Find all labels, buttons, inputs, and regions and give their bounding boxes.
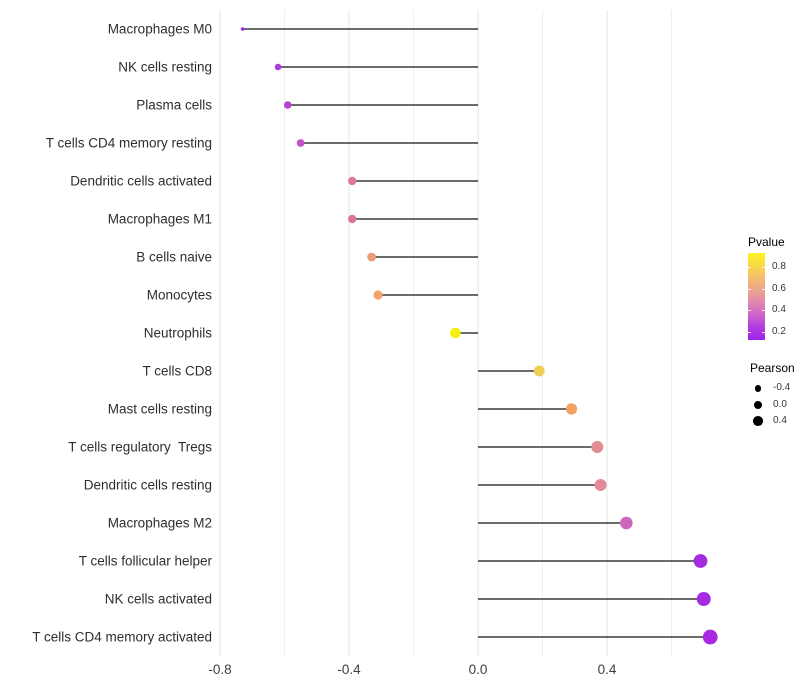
- lollipop-dot: [533, 365, 545, 377]
- lollipop-row: Mast cells resting: [108, 402, 578, 417]
- pearson-key-dot: [754, 384, 762, 392]
- lollipop-dot: [274, 63, 282, 71]
- lollipop-row: T cells regulatory Tregs: [68, 440, 604, 455]
- lollipop-row: Monocytes: [147, 288, 478, 303]
- lollipop-dot: [450, 327, 461, 339]
- pearson-legend-key: 0.4: [750, 413, 800, 430]
- lollipop-dot: [240, 27, 245, 31]
- pearson-legend-keys: -0.4 0.0 0.4: [750, 380, 800, 430]
- lollipop-row: T cells CD4 memory activated: [32, 629, 718, 645]
- lollipop-row: T cells CD8: [142, 364, 545, 379]
- pvalue-legend-title: Pvalue: [748, 235, 785, 249]
- y-axis-label: T cells follicular helper: [79, 554, 213, 569]
- lollipop-row: B cells naive: [136, 250, 478, 265]
- lollipop-dot: [565, 403, 578, 415]
- lollipop-row: Macrophages M1: [108, 212, 478, 227]
- lollipop-dot: [594, 479, 607, 491]
- x-tick-label: -0.4: [337, 662, 361, 677]
- x-tick-label: -0.8: [208, 662, 231, 677]
- lollipop-dot: [591, 441, 604, 453]
- lollipop-dot: [367, 252, 376, 262]
- y-axis-label: T cells CD4 memory resting: [46, 136, 212, 151]
- pearson-key-label: -0.4: [773, 382, 791, 394]
- y-axis-label: T cells regulatory Tregs: [68, 440, 212, 455]
- y-axis-label: Dendritic cells activated: [70, 174, 212, 189]
- colorbar-tick-mark: [762, 288, 765, 290]
- y-axis-label: B cells naive: [136, 250, 212, 265]
- lollipop-dot: [348, 214, 357, 224]
- y-axis-label: Plasma cells: [136, 98, 212, 113]
- lollipop-row: T cells follicular helper: [79, 554, 708, 569]
- pearson-legend-title: Pearson: [750, 361, 795, 375]
- lollipop-dot: [373, 290, 383, 300]
- pvalue-tick-label: 0.2: [772, 325, 786, 337]
- y-axis-label: T cells CD8: [142, 364, 212, 379]
- y-axis-label: T cells CD4 memory activated: [32, 630, 212, 645]
- lollipop-dot: [348, 176, 357, 186]
- lollipop-dot: [693, 554, 708, 568]
- y-axis-label: Mast cells resting: [108, 402, 212, 417]
- y-axis-label: Dendritic cells resting: [84, 478, 212, 493]
- y-axis-label: Macrophages M2: [108, 516, 212, 531]
- pearson-key-dot: [753, 400, 763, 409]
- lollipop-row: Plasma cells: [136, 98, 478, 113]
- lollipop-row: Neutrophils: [144, 326, 478, 341]
- lollipop-dot: [702, 629, 718, 645]
- lollipop-dot: [283, 101, 292, 109]
- pvalue-legend: Pvalue 0.8 0.6 0.4 0.2: [748, 235, 800, 340]
- pvalue-colorbar: [748, 253, 765, 340]
- lollipop-dot: [296, 139, 305, 147]
- pvalue-tick-label: 0.8: [772, 261, 786, 272]
- y-axis-label: NK cells resting: [118, 60, 212, 75]
- y-axis-label: Neutrophils: [144, 326, 213, 341]
- colorbar-tick-mark: [762, 267, 765, 268]
- pearson-legend-key: 0.0: [750, 397, 800, 414]
- lollipop-row: NK cells resting: [118, 60, 478, 75]
- pearson-key-label: 0.0: [773, 398, 787, 410]
- colorbar-tick-mark: [748, 331, 751, 333]
- pvalue-colorbar-wrap: 0.8 0.6 0.4 0.2: [748, 253, 800, 340]
- lollipop-row: NK cells activated: [105, 592, 711, 607]
- pearson-legend-key: -0.4: [750, 380, 800, 397]
- y-axis-label: Macrophages M0: [108, 22, 212, 37]
- colorbar-tick-mark: [748, 267, 751, 268]
- colorbar-tick-mark: [762, 331, 765, 333]
- colorbar-tick-mark: [762, 310, 765, 311]
- y-axis-label: NK cells activated: [105, 592, 212, 607]
- lollipop-row: T cells CD4 memory resting: [46, 136, 478, 151]
- pearson-legend: Pearson -0.4 0.0 0.4: [750, 361, 800, 430]
- pearson-key-dot: [753, 416, 763, 427]
- lollipop-row: Dendritic cells activated: [70, 174, 478, 189]
- lollipop-row: Macrophages M0: [108, 22, 478, 37]
- lollipop-row: Dendritic cells resting: [84, 478, 607, 493]
- lollipop-row: Macrophages M2: [108, 516, 633, 531]
- lollipop-dot: [620, 516, 633, 530]
- pearson-key-label: 0.4: [773, 415, 787, 427]
- pvalue-tick-label: 0.6: [772, 282, 786, 294]
- x-tick-label: 0.4: [598, 662, 617, 677]
- colorbar-tick-mark: [748, 310, 751, 311]
- colorbar-tick-mark: [748, 288, 751, 290]
- x-tick-label: 0.0: [469, 662, 488, 677]
- y-axis-label: Macrophages M1: [108, 212, 212, 227]
- pvalue-tick-label: 0.4: [772, 304, 786, 315]
- y-axis-label: Monocytes: [147, 288, 213, 303]
- lollipop-dot: [696, 592, 711, 606]
